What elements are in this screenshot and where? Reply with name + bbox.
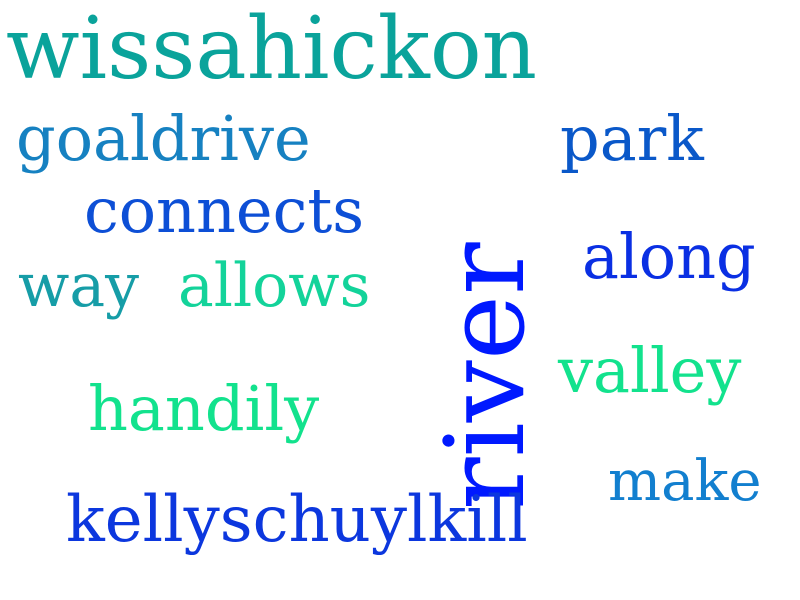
word-connects: connects [84, 174, 365, 247]
word-handily: handily [88, 372, 320, 445]
word-wissahickon: wissahickon [6, 0, 537, 99]
word-allows: allows [178, 251, 371, 321]
word-along: along [582, 220, 756, 293]
word-goaldrive: goaldrive [16, 102, 311, 175]
word-make: make [608, 449, 762, 514]
word-river: river [421, 242, 549, 510]
word-park: park [560, 102, 704, 175]
word-way: way [18, 251, 140, 321]
word-valley: valley [558, 334, 742, 407]
word-kellyschuylkill: kellyschuylkill [66, 483, 528, 557]
